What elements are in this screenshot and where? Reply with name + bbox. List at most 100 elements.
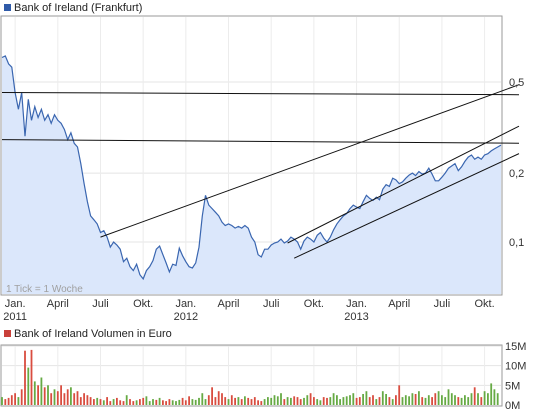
volume-bar <box>273 395 276 405</box>
price-x-tick-label: April <box>218 298 240 310</box>
volume-bar <box>142 397 145 405</box>
volume-grid <box>2 345 501 405</box>
volume-y-tick-label: 0M <box>505 400 520 412</box>
volume-bar <box>427 395 430 405</box>
volume-bar <box>391 399 394 405</box>
price-panel: Bank of Ireland (Frankfurt) 1 Tick = 1 W… <box>0 2 524 323</box>
volume-bar <box>467 397 470 405</box>
volume-bar <box>20 389 23 405</box>
volume-bar <box>496 393 499 405</box>
volume-bar <box>398 385 401 405</box>
volume-bar <box>181 397 184 405</box>
volume-bar <box>76 391 79 405</box>
volume-bar <box>191 399 194 405</box>
volume-bar <box>99 399 102 405</box>
volume-bar <box>171 400 174 405</box>
volume-bar <box>365 391 368 405</box>
price-x-tick-label: Okt. <box>133 298 153 310</box>
volume-bar <box>73 393 76 405</box>
volume-bar <box>434 393 437 405</box>
volume-bar <box>355 397 358 405</box>
volume-plot-frame <box>0 344 503 407</box>
volume-bar <box>477 393 479 405</box>
price-x-year-label: 2011 <box>3 311 27 323</box>
volume-bar <box>106 397 108 405</box>
volume-bar <box>441 395 443 405</box>
volume-bar <box>260 401 263 405</box>
volume-legend-swatch <box>4 330 11 337</box>
volume-bar <box>221 393 223 405</box>
price-trendline <box>1 91 520 96</box>
volume-bar <box>188 396 190 405</box>
volume-bar <box>43 387 46 405</box>
volume-bar <box>342 397 345 405</box>
price-note: 1 Tick = 1 Woche <box>6 284 83 295</box>
price-x-year-label: 2012 <box>174 311 198 323</box>
volume-bar <box>263 399 266 405</box>
volume-bar <box>168 399 171 405</box>
volume-bar <box>414 394 417 405</box>
price-trendline <box>293 153 520 259</box>
volume-bar <box>37 385 39 405</box>
volume-bar <box>447 389 450 405</box>
volume-bar <box>388 397 391 405</box>
volume-bar <box>217 391 220 405</box>
volume-bar <box>381 391 384 405</box>
volume-bar <box>201 393 204 405</box>
volume-bar <box>129 399 131 405</box>
volume-bar <box>7 397 10 405</box>
volume-bar <box>214 397 217 405</box>
volume-bar <box>155 399 158 405</box>
volume-bar <box>483 391 486 405</box>
price-trendlines <box>1 84 520 259</box>
volume-bar <box>352 393 355 405</box>
volume-bar <box>165 401 167 405</box>
volume-bar <box>464 395 466 405</box>
volume-bar <box>267 397 269 405</box>
price-x-tick-label: April <box>47 298 69 310</box>
volume-bar <box>152 399 154 405</box>
volume-bar <box>408 396 410 405</box>
volume-bar <box>145 396 148 405</box>
volume-bar <box>404 395 407 405</box>
volume-bar <box>306 395 309 405</box>
price-trendline <box>1 139 520 144</box>
volume-bar <box>257 400 259 405</box>
price-trendline <box>287 125 520 244</box>
price-x-axis: Jan. April Juli Okt. Jan. April Juli Okt. Jan. Ap… <box>3 298 494 323</box>
price-x-tick-label: Juli <box>263 298 280 310</box>
volume-bar <box>358 397 361 405</box>
volume-bar <box>450 393 453 405</box>
price-plot-frame <box>0 15 503 296</box>
volume-bar <box>270 397 273 405</box>
price-y-axis: 0,1 0,2 0,5 <box>509 77 524 249</box>
volume-bars <box>1 349 499 405</box>
volume-bar <box>230 395 233 405</box>
volume-bar <box>493 389 496 405</box>
price-x-tick-label: Jan. <box>346 298 367 310</box>
volume-y-tick-label: 5M <box>505 380 520 392</box>
volume-bar <box>139 399 141 405</box>
volume-bar <box>431 397 433 405</box>
volume-bar <box>332 393 335 405</box>
volume-bar <box>487 393 489 405</box>
volume-bar <box>240 399 243 405</box>
price-y-tick-label: 0,5 <box>509 77 524 89</box>
volume-bar <box>211 387 213 405</box>
volume-bar <box>1 397 3 405</box>
volume-bar <box>198 397 200 405</box>
volume-bar <box>421 397 424 405</box>
price-x-tick-label: Jan. <box>5 298 26 310</box>
volume-bar <box>368 397 371 405</box>
volume-bar <box>135 400 138 405</box>
volume-bar <box>326 397 328 405</box>
price-x-tick-label: April <box>388 298 410 310</box>
volume-bar <box>24 350 26 405</box>
volume-bar <box>125 395 128 405</box>
volume-title: Bank of Ireland Volumen in Euro <box>14 328 172 340</box>
volume-bar <box>470 393 473 405</box>
volume-bar <box>316 399 319 405</box>
volume-bar <box>93 399 95 405</box>
